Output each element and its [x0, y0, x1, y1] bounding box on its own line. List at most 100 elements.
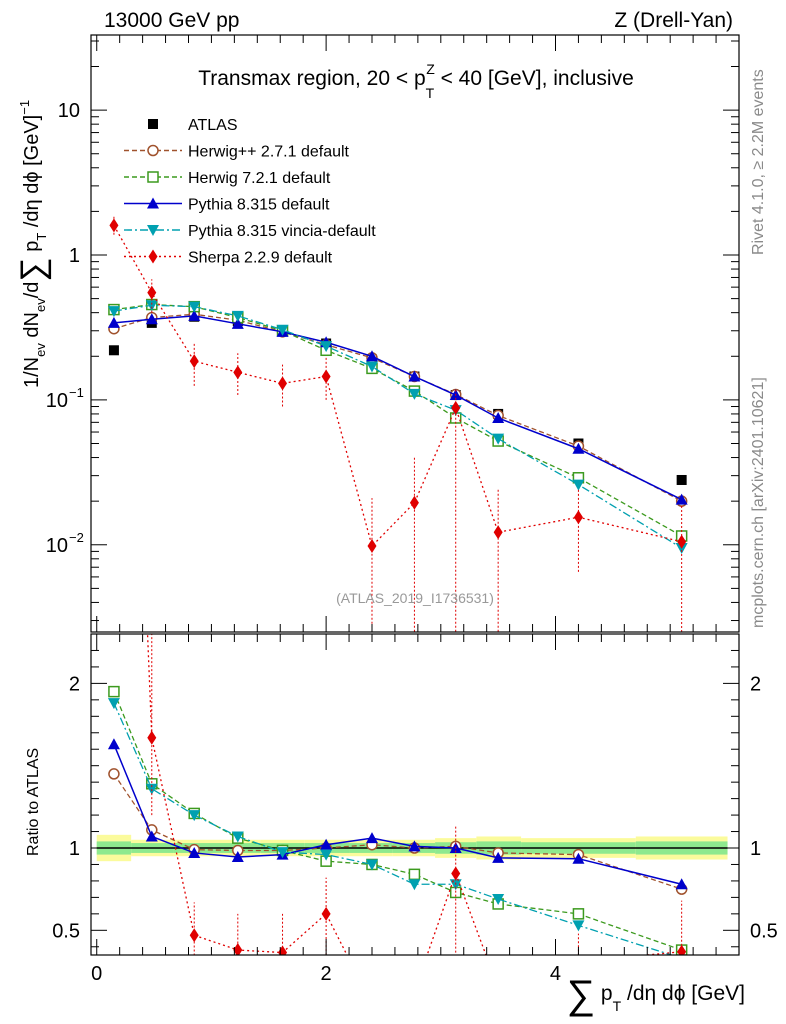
ratio-point	[572, 908, 585, 920]
main-series-line	[113, 225, 682, 548]
main-point	[321, 369, 331, 384]
header-right: Z (Drell-Yan)	[614, 9, 733, 32]
main-point	[365, 361, 378, 373]
main-point	[145, 300, 158, 312]
ratio-point	[107, 698, 120, 710]
main-frame	[90, 34, 740, 633]
legend-marker	[148, 249, 158, 264]
ratio-point	[492, 894, 505, 906]
ratio-point	[188, 810, 201, 822]
ratio-xtick-label: 4	[550, 963, 561, 985]
ratio-point	[677, 944, 687, 955]
side-label-mcplots: mcplots.cern.ch [arXiv:2401.10621]	[750, 377, 767, 628]
legend-label: Herwig 7.2.1 default	[188, 170, 331, 187]
ratio-point	[188, 846, 201, 858]
legend-marker	[147, 225, 159, 236]
ratio-ytick-label: 1	[69, 838, 80, 860]
main-series-4	[107, 300, 688, 554]
ratio-point	[278, 945, 288, 955]
main-point	[320, 341, 333, 353]
ratio-point	[189, 928, 199, 943]
main-series-5	[109, 216, 687, 632]
main-point	[676, 474, 687, 485]
ratio-point	[675, 878, 688, 890]
ratio-frame	[90, 633, 740, 956]
ratio-ytick-label-right: 0.5	[750, 920, 778, 942]
legend-entry: Herwig 7.2.1 default	[124, 170, 331, 187]
ratio-point	[408, 868, 421, 881]
ratio-point	[320, 838, 333, 850]
legend-label: Sherpa 2.2.9 default	[188, 250, 333, 267]
main-point	[573, 510, 583, 525]
main-title: Transmax region, 20 < pTZ < 40 [GeV], in…	[198, 61, 634, 101]
ratio-point	[408, 840, 421, 852]
legend-label: Herwig++ 2.7.1 default	[188, 144, 350, 161]
main-point	[408, 370, 421, 382]
main-series-line	[113, 304, 682, 549]
ratio-xtick-label: 0	[91, 963, 102, 985]
ratio-point	[321, 906, 331, 921]
main-series-3	[107, 309, 688, 505]
main-point	[572, 442, 585, 454]
ratio-ytick-label-right: 2	[750, 673, 761, 695]
main-series-2	[108, 298, 688, 542]
main-point	[408, 388, 421, 400]
ratio-series-4	[146, 634, 687, 955]
ratio-point	[108, 685, 120, 698]
main-point	[231, 317, 244, 329]
main-point	[367, 539, 377, 554]
main-point	[188, 309, 201, 321]
main-ytick-label: 10	[58, 100, 80, 122]
main-series-line	[113, 303, 682, 537]
ratio-point	[492, 851, 505, 863]
main-point	[233, 365, 243, 380]
main-point	[145, 313, 158, 325]
main-ytick-exponent: −1	[69, 385, 84, 400]
ratio-series-line	[113, 691, 682, 951]
ratio-point	[320, 849, 333, 861]
ratio-point	[276, 847, 289, 859]
main-point	[276, 324, 289, 336]
main-ytick-label: 10	[46, 390, 68, 412]
main-point	[365, 350, 378, 362]
legend-entry: ATLAS	[148, 117, 238, 134]
ratio-xtick-label: 2	[321, 963, 332, 985]
ratio-point	[107, 738, 120, 750]
ratio-ytick-label-right: 1	[750, 838, 761, 860]
ratio-series-line	[113, 744, 682, 885]
main-point	[189, 354, 199, 369]
legend-entry: Pythia 8.315 vincia-default	[124, 223, 376, 240]
legend-marker	[147, 144, 159, 157]
ratio-ytick-label: 2	[69, 673, 80, 695]
legend-marker	[148, 119, 158, 129]
main-series-line	[113, 315, 682, 501]
ratio-series-line	[146, 634, 682, 955]
ratio-series-1	[108, 685, 688, 955]
main-point	[109, 218, 119, 233]
main-point	[492, 433, 505, 445]
side-label-rivet: Rivet 4.1.0, ≥ 2.2M events	[750, 69, 767, 255]
ratio-series-line	[113, 773, 682, 890]
main-series-1	[108, 308, 688, 507]
main-ytick-label: 10	[46, 535, 68, 557]
main-ytick-exponent: −2	[69, 530, 84, 545]
ratio-point	[365, 859, 378, 871]
ratio-point	[408, 879, 421, 891]
main-ytick-label: 1	[69, 245, 80, 267]
legend-entry: Sherpa 2.2.9 default	[124, 249, 333, 267]
ratio-ylabel: Ratio to ATLAS	[25, 748, 42, 856]
legend-label: ATLAS	[188, 117, 238, 134]
ratio-point	[572, 852, 585, 864]
ratio-series-line	[113, 702, 674, 955]
ratio-point	[108, 768, 120, 780]
main-point	[677, 534, 687, 549]
legend-marker	[147, 197, 159, 209]
main-point	[231, 310, 244, 322]
header-left: 13000 GeV pp	[104, 9, 239, 32]
ratio-point	[365, 832, 378, 844]
legend-label: Pythia 8.315 vincia-default	[188, 223, 376, 240]
ratio-ytick-label: 0.5	[52, 920, 80, 942]
main-point	[493, 525, 503, 540]
